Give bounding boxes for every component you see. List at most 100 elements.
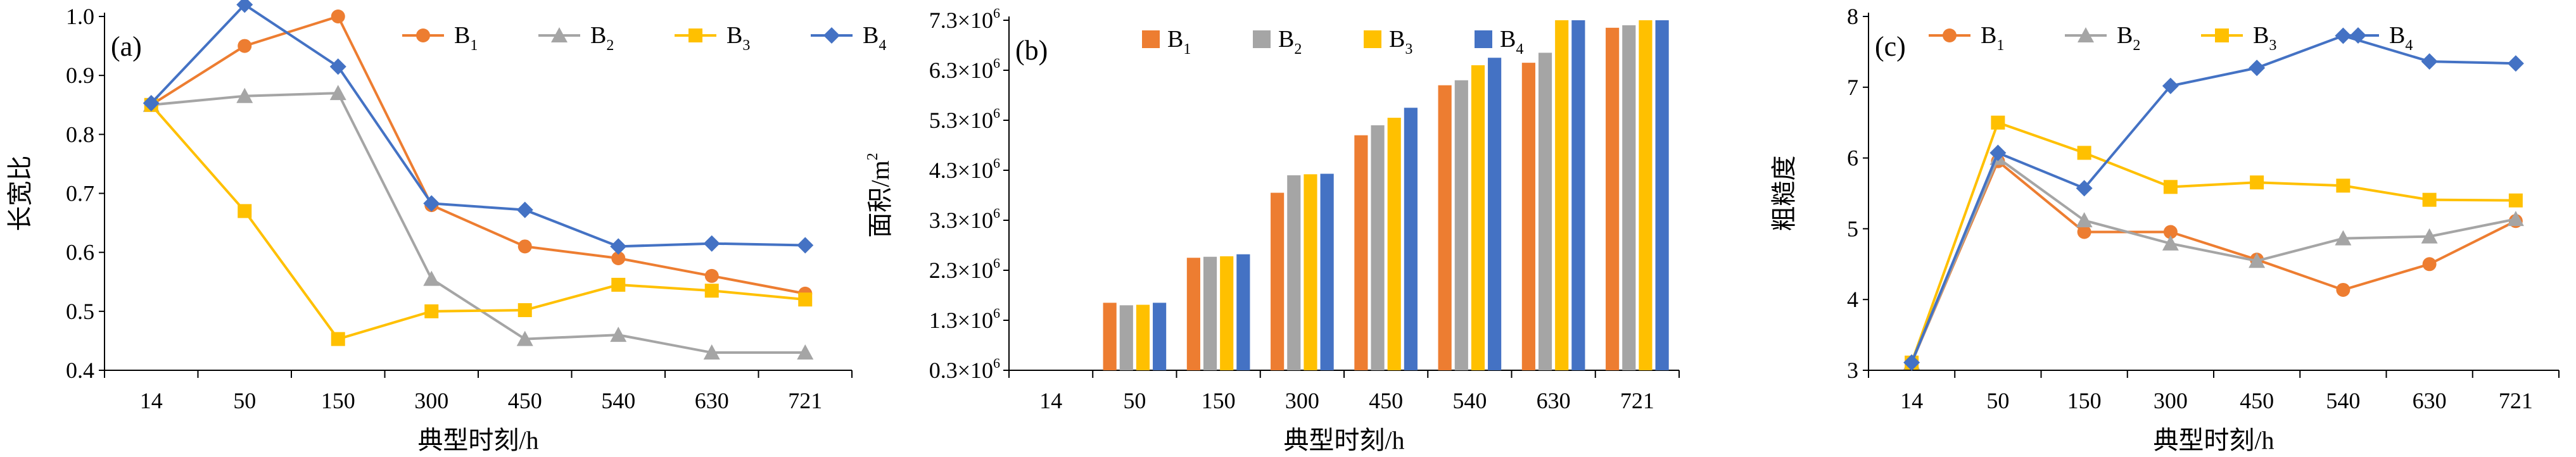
x-axis-title: 典型时刻/h — [1283, 426, 1404, 454]
x-tick-label: 150 — [1202, 388, 1236, 413]
y-tick-label: 4 — [1847, 287, 1858, 312]
bar-B4 — [1153, 303, 1167, 370]
x-tick-label: 630 — [1537, 388, 1571, 413]
y-tick-label: 1.0 — [66, 4, 94, 29]
y-tick-label: 1.3×106 — [929, 305, 1000, 333]
x-tick-label: 300 — [1285, 388, 1319, 413]
legend-label-B4: B4 — [863, 22, 886, 54]
data-point-B4 — [143, 94, 160, 111]
bar-B1 — [1271, 192, 1285, 370]
data-point-B1 — [2077, 225, 2091, 239]
bar-B3 — [1136, 304, 1150, 370]
y-tick-label: 0.4 — [66, 358, 94, 383]
legend-marker-B2 — [2078, 27, 2094, 42]
bar-B1 — [1606, 27, 1620, 371]
legend-swatch-B3 — [1364, 30, 1381, 48]
y-tick-label: 0.7 — [66, 181, 94, 206]
legend-swatch-B1 — [1142, 30, 1160, 48]
bar-B1 — [1103, 303, 1117, 370]
data-point-B4 — [1989, 144, 2007, 161]
data-point-B1 — [517, 239, 532, 254]
data-point-B4 — [2421, 53, 2438, 70]
x-tick-label: 721 — [2499, 388, 2533, 413]
data-point-B3 — [2336, 178, 2351, 193]
data-point-B1 — [704, 268, 719, 283]
y-axis-title: 面积/m2 — [865, 153, 894, 237]
legend-marker-B4 — [823, 27, 840, 44]
legend-marker-B4 — [2350, 27, 2366, 44]
data-point-B2 — [2249, 253, 2266, 268]
y-tick-label: 0.8 — [66, 122, 94, 147]
x-tick-label: 721 — [1620, 388, 1654, 413]
bar-B1 — [1521, 63, 1535, 371]
bar-B4 — [1404, 108, 1418, 370]
bar-B3 — [1471, 65, 1485, 370]
series-line-B3 — [150, 104, 806, 341]
legend-label-B1: B1 — [1167, 26, 1191, 58]
bar-B2 — [1203, 256, 1217, 370]
x-tick-label: 300 — [414, 388, 448, 413]
bar-B2 — [1371, 125, 1385, 370]
bar-B4 — [1320, 173, 1334, 370]
x-tick-label: 450 — [1369, 388, 1403, 413]
y-tick-label: 8 — [1847, 4, 1858, 29]
x-tick-label: 300 — [2154, 388, 2188, 413]
x-tick-label: 450 — [2240, 388, 2274, 413]
legend-label-B3: B3 — [2253, 22, 2276, 54]
bar-B2 — [1119, 305, 1133, 370]
legend-label-B4: B4 — [1500, 26, 1523, 58]
bar-B1 — [1438, 85, 1452, 370]
data-point-B3 — [2163, 180, 2178, 194]
data-point-B2 — [516, 330, 533, 346]
data-point-B4 — [236, 0, 253, 13]
series-line-B1 — [1910, 159, 2516, 363]
data-point-B3 — [2508, 193, 2523, 208]
panel-a: 0.4 0.5 0.6 0.7 0.8 0.9 1.0 14 50 150 300 450 540 630… — [6, 0, 886, 454]
data-point-B2 — [2421, 228, 2438, 244]
x-tick-label: 721 — [788, 388, 822, 413]
panel-label: (a) — [111, 31, 142, 62]
x-tick-label: 150 — [2067, 388, 2102, 413]
data-point-B4 — [516, 201, 533, 218]
bar-B1 — [1354, 135, 1368, 370]
data-point-B3 — [238, 204, 252, 218]
data-point-B1 — [2422, 257, 2437, 272]
x-tick-label: 150 — [321, 388, 355, 413]
data-point-B3 — [1991, 115, 2005, 130]
y-tick-label: 7.3×106 — [929, 5, 1000, 33]
y-tick-label: 2.3×106 — [929, 255, 1000, 283]
data-point-B2 — [2076, 212, 2093, 228]
legend-label-B4: B4 — [2389, 22, 2413, 54]
data-point-B4 — [2162, 77, 2179, 94]
x-tick-label: 50 — [1986, 388, 2009, 413]
data-point-B3 — [2250, 175, 2264, 190]
legend-label-B3: B3 — [726, 22, 750, 54]
panel-b: 0.3×106 1.3×106 2.3×106 3.3×106 4.3×106 5.3×1… — [865, 5, 1680, 454]
bar-B3 — [1304, 174, 1317, 370]
y-tick-label: 0.5 — [66, 299, 94, 324]
data-point-B2 — [2162, 235, 2179, 251]
y-tick-label: 7 — [1847, 75, 1858, 100]
bar-B4 — [1488, 58, 1502, 370]
data-point-B3 — [424, 304, 439, 318]
legend-label-B3: B3 — [1389, 26, 1412, 58]
bar-B4 — [1236, 254, 1250, 370]
y-axis-title: 粗糙度 — [1770, 156, 1798, 232]
data-point-B3 — [517, 303, 532, 317]
y-tick-label: 6 — [1847, 146, 1858, 171]
data-point-B4 — [2076, 180, 2093, 197]
series-line-B2 — [1910, 156, 2516, 363]
bar-B3 — [1220, 256, 1234, 370]
series-line-B2 — [151, 92, 806, 354]
data-point-B3 — [798, 292, 813, 307]
data-point-B4 — [797, 237, 814, 254]
data-point-B2 — [797, 344, 814, 360]
series-line-B4 — [150, 3, 806, 248]
legend-swatch-B2 — [1253, 30, 1271, 48]
legend-label-B2: B2 — [2117, 22, 2140, 54]
data-point-B3 — [611, 277, 626, 292]
legend-marker-B3 — [2215, 28, 2229, 42]
legend-swatch-B4 — [1475, 30, 1492, 48]
x-tick-label: 14 — [1900, 388, 1923, 413]
series-line-B1 — [150, 15, 806, 295]
